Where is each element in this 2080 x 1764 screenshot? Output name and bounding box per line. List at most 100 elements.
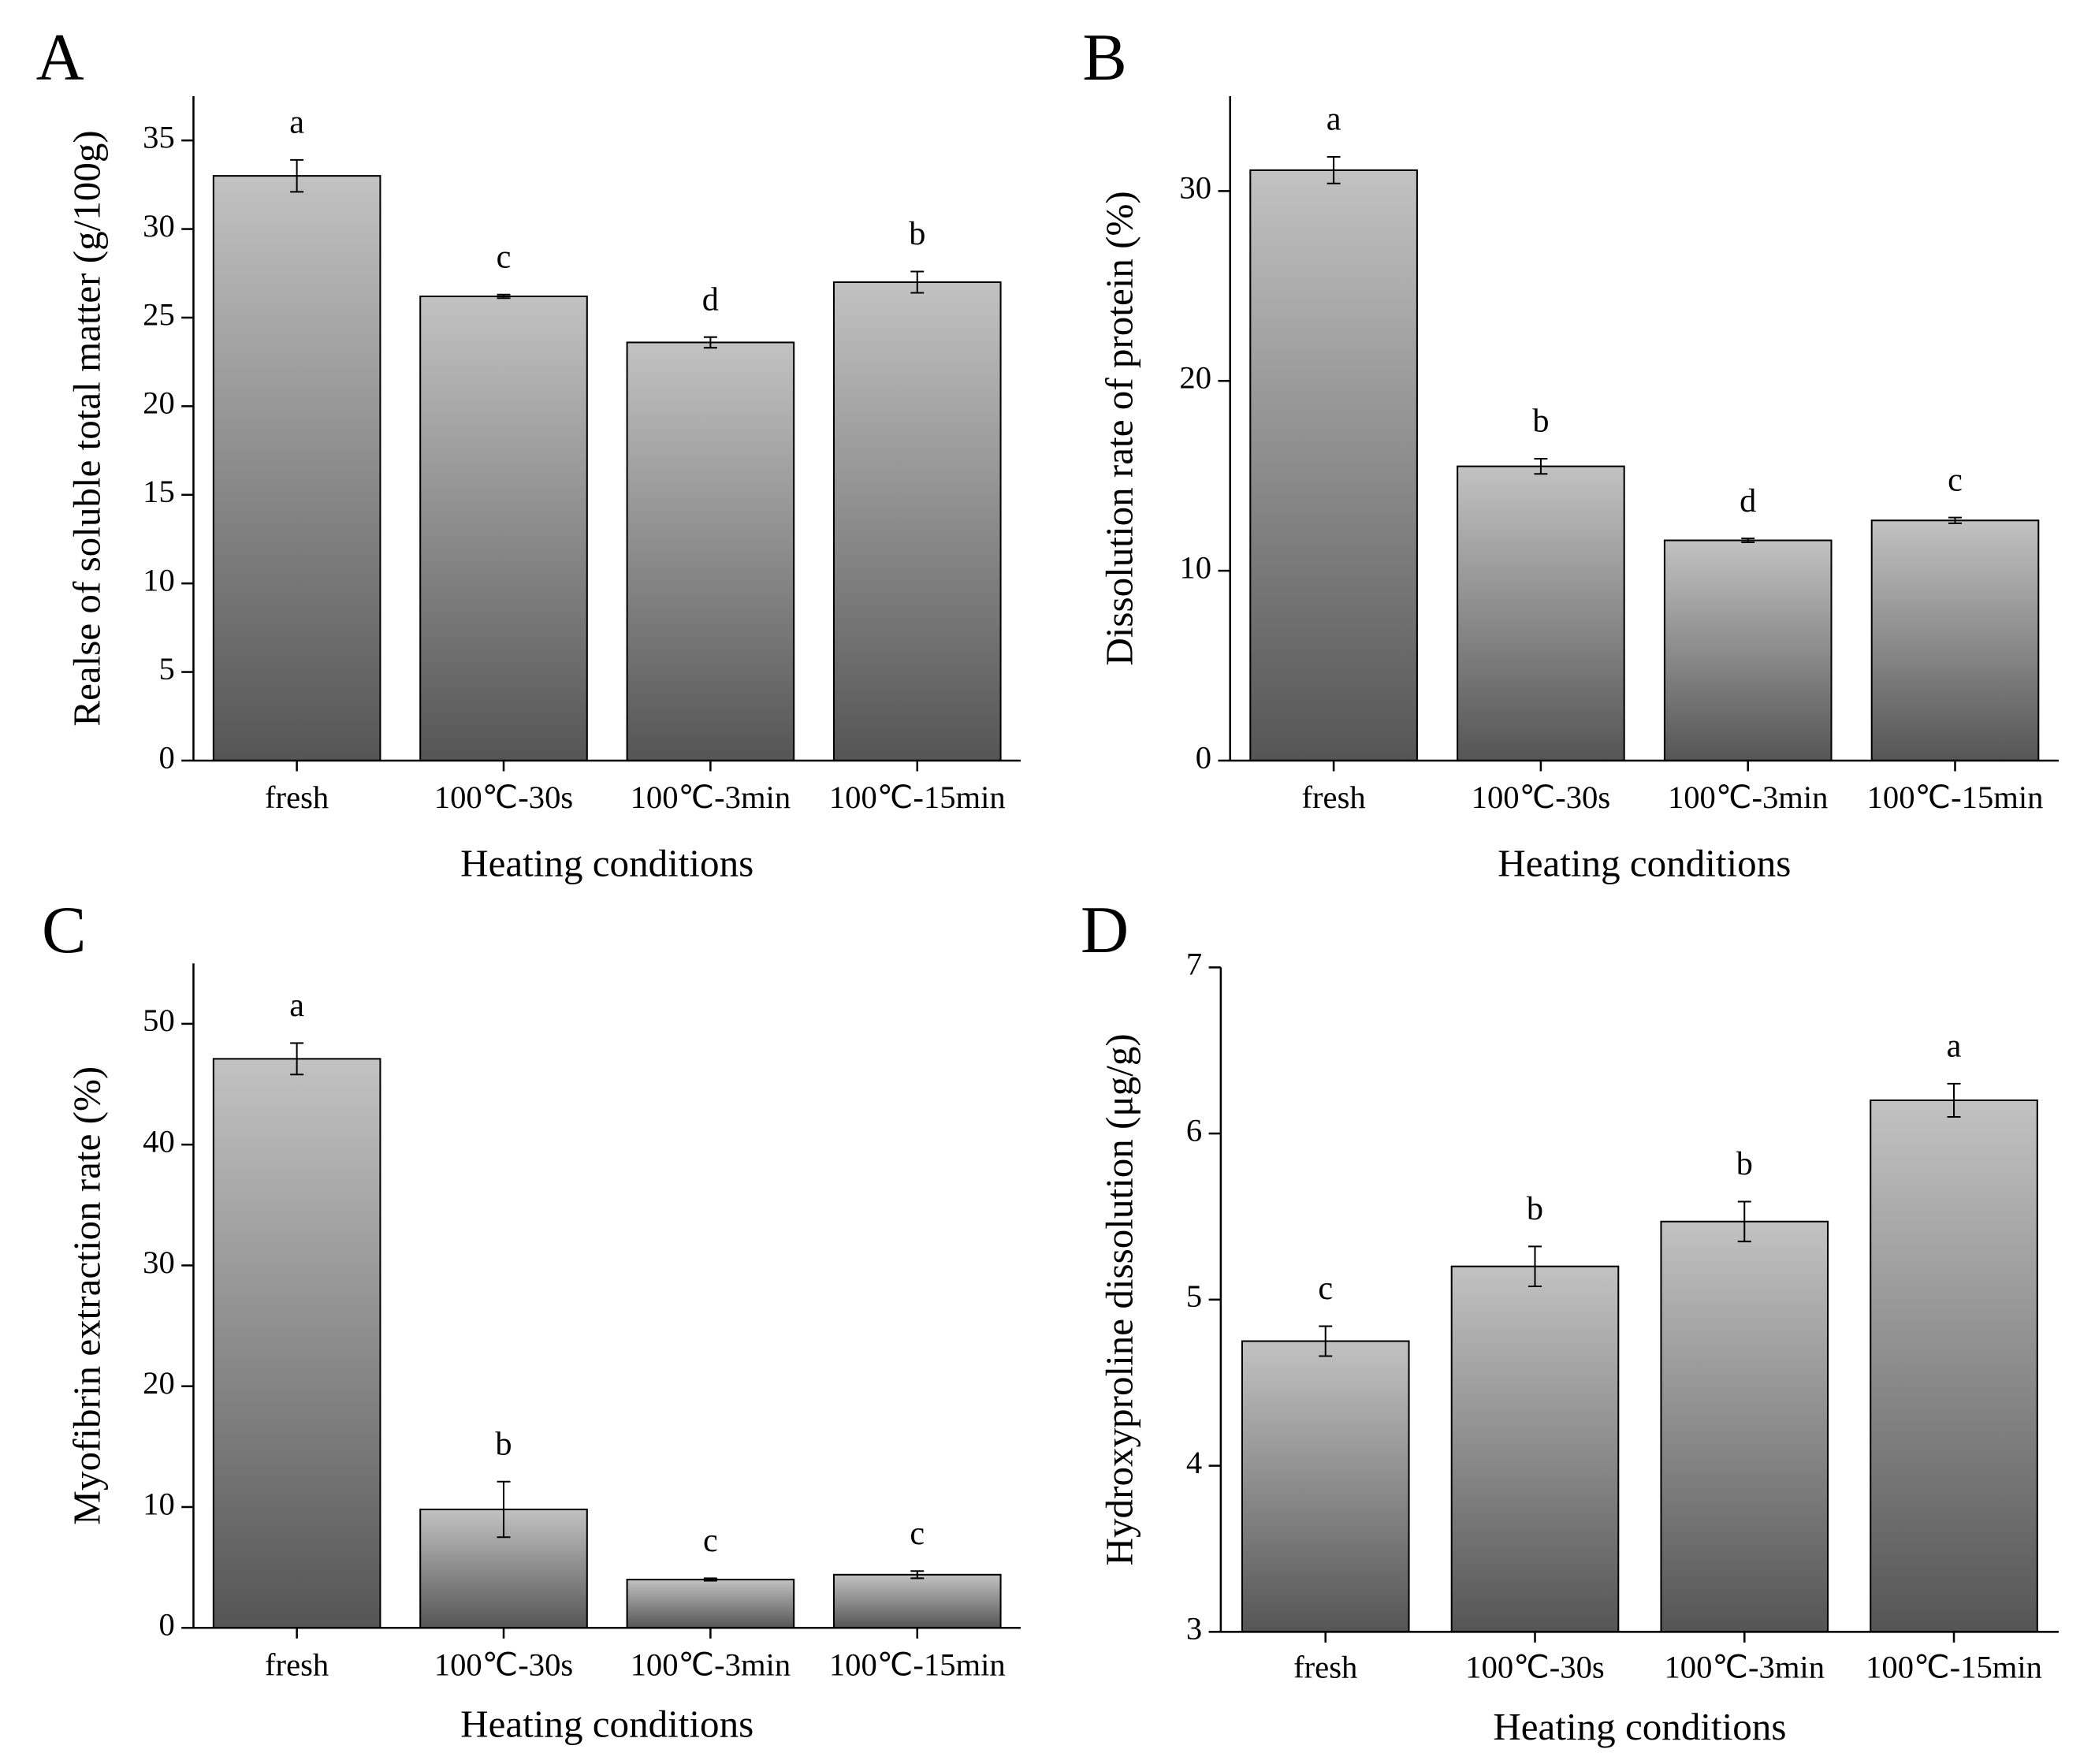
panel-label: B	[1082, 21, 1126, 95]
error-bar	[1528, 1245, 1542, 1287]
y-tick-label: 10	[1179, 549, 1211, 585]
error-bar	[1327, 156, 1341, 184]
panel: A Realse of soluble total matter (g/100g)…	[36, 21, 1021, 885]
error-bar	[497, 1480, 511, 1539]
significance-letter: c	[1948, 461, 1963, 498]
x-tick-label: fresh	[265, 780, 329, 815]
error-bar	[290, 1042, 304, 1076]
significance-letter: b	[909, 215, 925, 252]
error-bar	[1534, 457, 1548, 475]
error-bar	[703, 1577, 717, 1582]
x-axis-title: Heating conditions	[1493, 1705, 1786, 1748]
significance-letter: c	[1318, 1270, 1333, 1307]
significance-letter: c	[497, 238, 512, 275]
panel: B Dissolution rate of protein (%) Heating …	[1082, 21, 2059, 885]
x-tick-label: 100℃-3min	[631, 1647, 791, 1682]
error-bar	[1741, 538, 1755, 543]
y-tick-label: 6	[1186, 1112, 1202, 1148]
y-axis-title: Myofibrin extraction rate (%)	[65, 1066, 108, 1525]
y-axis-title: Dissolution rate of protein (%)	[1098, 191, 1141, 665]
significance-letter: a	[289, 104, 304, 141]
error-bar	[1947, 1082, 1961, 1118]
x-axis-title: Heating conditions	[460, 842, 753, 885]
bar	[1457, 465, 1625, 761]
error-bar	[497, 293, 511, 300]
x-tick-label: 100℃-30s	[434, 1647, 573, 1682]
bar	[1249, 169, 1418, 761]
x-tick-label: 100℃-30s	[434, 780, 573, 815]
y-tick-label: 20	[143, 1365, 175, 1401]
significance-letter: a	[1327, 101, 1341, 138]
y-tick-label: 0	[158, 1607, 174, 1643]
bar	[1241, 1340, 1410, 1633]
x-axis-title: Heating conditions	[460, 1702, 753, 1745]
significance-letter: c	[703, 1522, 718, 1559]
panel: C Myofibrin extraction rate (%) Heating co…	[42, 894, 1021, 1745]
y-tick-label: 30	[1179, 170, 1211, 206]
x-tick-label: 100℃-15min	[1866, 1650, 2042, 1685]
y-tick-label: 4	[1186, 1445, 1202, 1480]
y-axis-title: Hydroxyproline dissolution (μg/g)	[1098, 1033, 1141, 1565]
bar	[212, 1058, 381, 1629]
error-bar	[1948, 516, 1962, 524]
error-bar	[703, 336, 717, 349]
bar	[1450, 1265, 1620, 1633]
y-tick-label: 10	[143, 1486, 175, 1521]
y-tick-label: 5	[1186, 1278, 1202, 1314]
error-bar	[1319, 1325, 1333, 1357]
y-tick-label: 3	[1186, 1611, 1202, 1647]
bar	[832, 1573, 1002, 1629]
x-tick-label: fresh	[1293, 1650, 1357, 1685]
y-tick-label: 30	[143, 1245, 175, 1280]
error-bar	[910, 1570, 925, 1580]
x-tick-label: 100℃-3min	[1665, 1650, 1825, 1685]
significance-letter: a	[1947, 1028, 1962, 1065]
y-axis-title: Realse of soluble total matter (g/100g)	[65, 130, 108, 726]
bar	[1870, 1099, 2038, 1633]
x-tick-label: 100℃-30s	[1465, 1650, 1604, 1685]
y-tick-label: 20	[143, 385, 175, 421]
bar	[212, 175, 381, 761]
bar	[1663, 539, 1833, 761]
significance-letter: d	[1740, 482, 1756, 519]
significance-letter: b	[1736, 1145, 1753, 1182]
significance-letter: b	[1527, 1190, 1543, 1227]
significance-letter: a	[289, 987, 304, 1024]
significance-letter: b	[1532, 403, 1549, 440]
bar	[626, 341, 795, 761]
y-tick-label: 10	[143, 562, 175, 597]
x-tick-label: 100℃-15min	[829, 1647, 1006, 1682]
panel-label: C	[42, 894, 86, 967]
y-tick-label: 7	[1186, 947, 1202, 982]
bar	[626, 1578, 795, 1629]
x-axis-title: Heating conditions	[1498, 842, 1791, 885]
error-bar	[910, 270, 925, 294]
x-tick-label: 100℃-15min	[829, 780, 1006, 815]
y-tick-label: 0	[158, 739, 174, 775]
significance-letter: b	[495, 1425, 512, 1462]
x-tick-label: 100℃-3min	[631, 780, 791, 815]
y-tick-label: 20	[1179, 360, 1211, 396]
y-tick-label: 50	[143, 1003, 175, 1038]
bar	[1660, 1220, 1829, 1633]
y-tick-label: 25	[143, 296, 175, 332]
x-tick-label: 100℃-30s	[1472, 780, 1610, 815]
bar	[1870, 519, 2040, 761]
error-bar	[290, 158, 304, 193]
x-tick-label: fresh	[265, 1647, 329, 1682]
x-tick-label: 100℃-15min	[1867, 780, 2044, 815]
panel-label: D	[1081, 894, 1129, 967]
significance-letter: c	[910, 1515, 925, 1552]
y-tick-label: 5	[158, 651, 174, 687]
error-bar	[1737, 1200, 1751, 1243]
y-tick-label: 40	[143, 1123, 175, 1159]
y-tick-label: 0	[1196, 739, 1211, 775]
bar	[419, 295, 588, 761]
y-tick-label: 30	[143, 208, 175, 244]
x-tick-label: 100℃-3min	[1668, 780, 1829, 815]
y-tick-label: 35	[143, 119, 175, 154]
panel-label: A	[36, 21, 84, 95]
y-tick-label: 15	[143, 474, 175, 509]
x-tick-label: fresh	[1302, 780, 1366, 815]
